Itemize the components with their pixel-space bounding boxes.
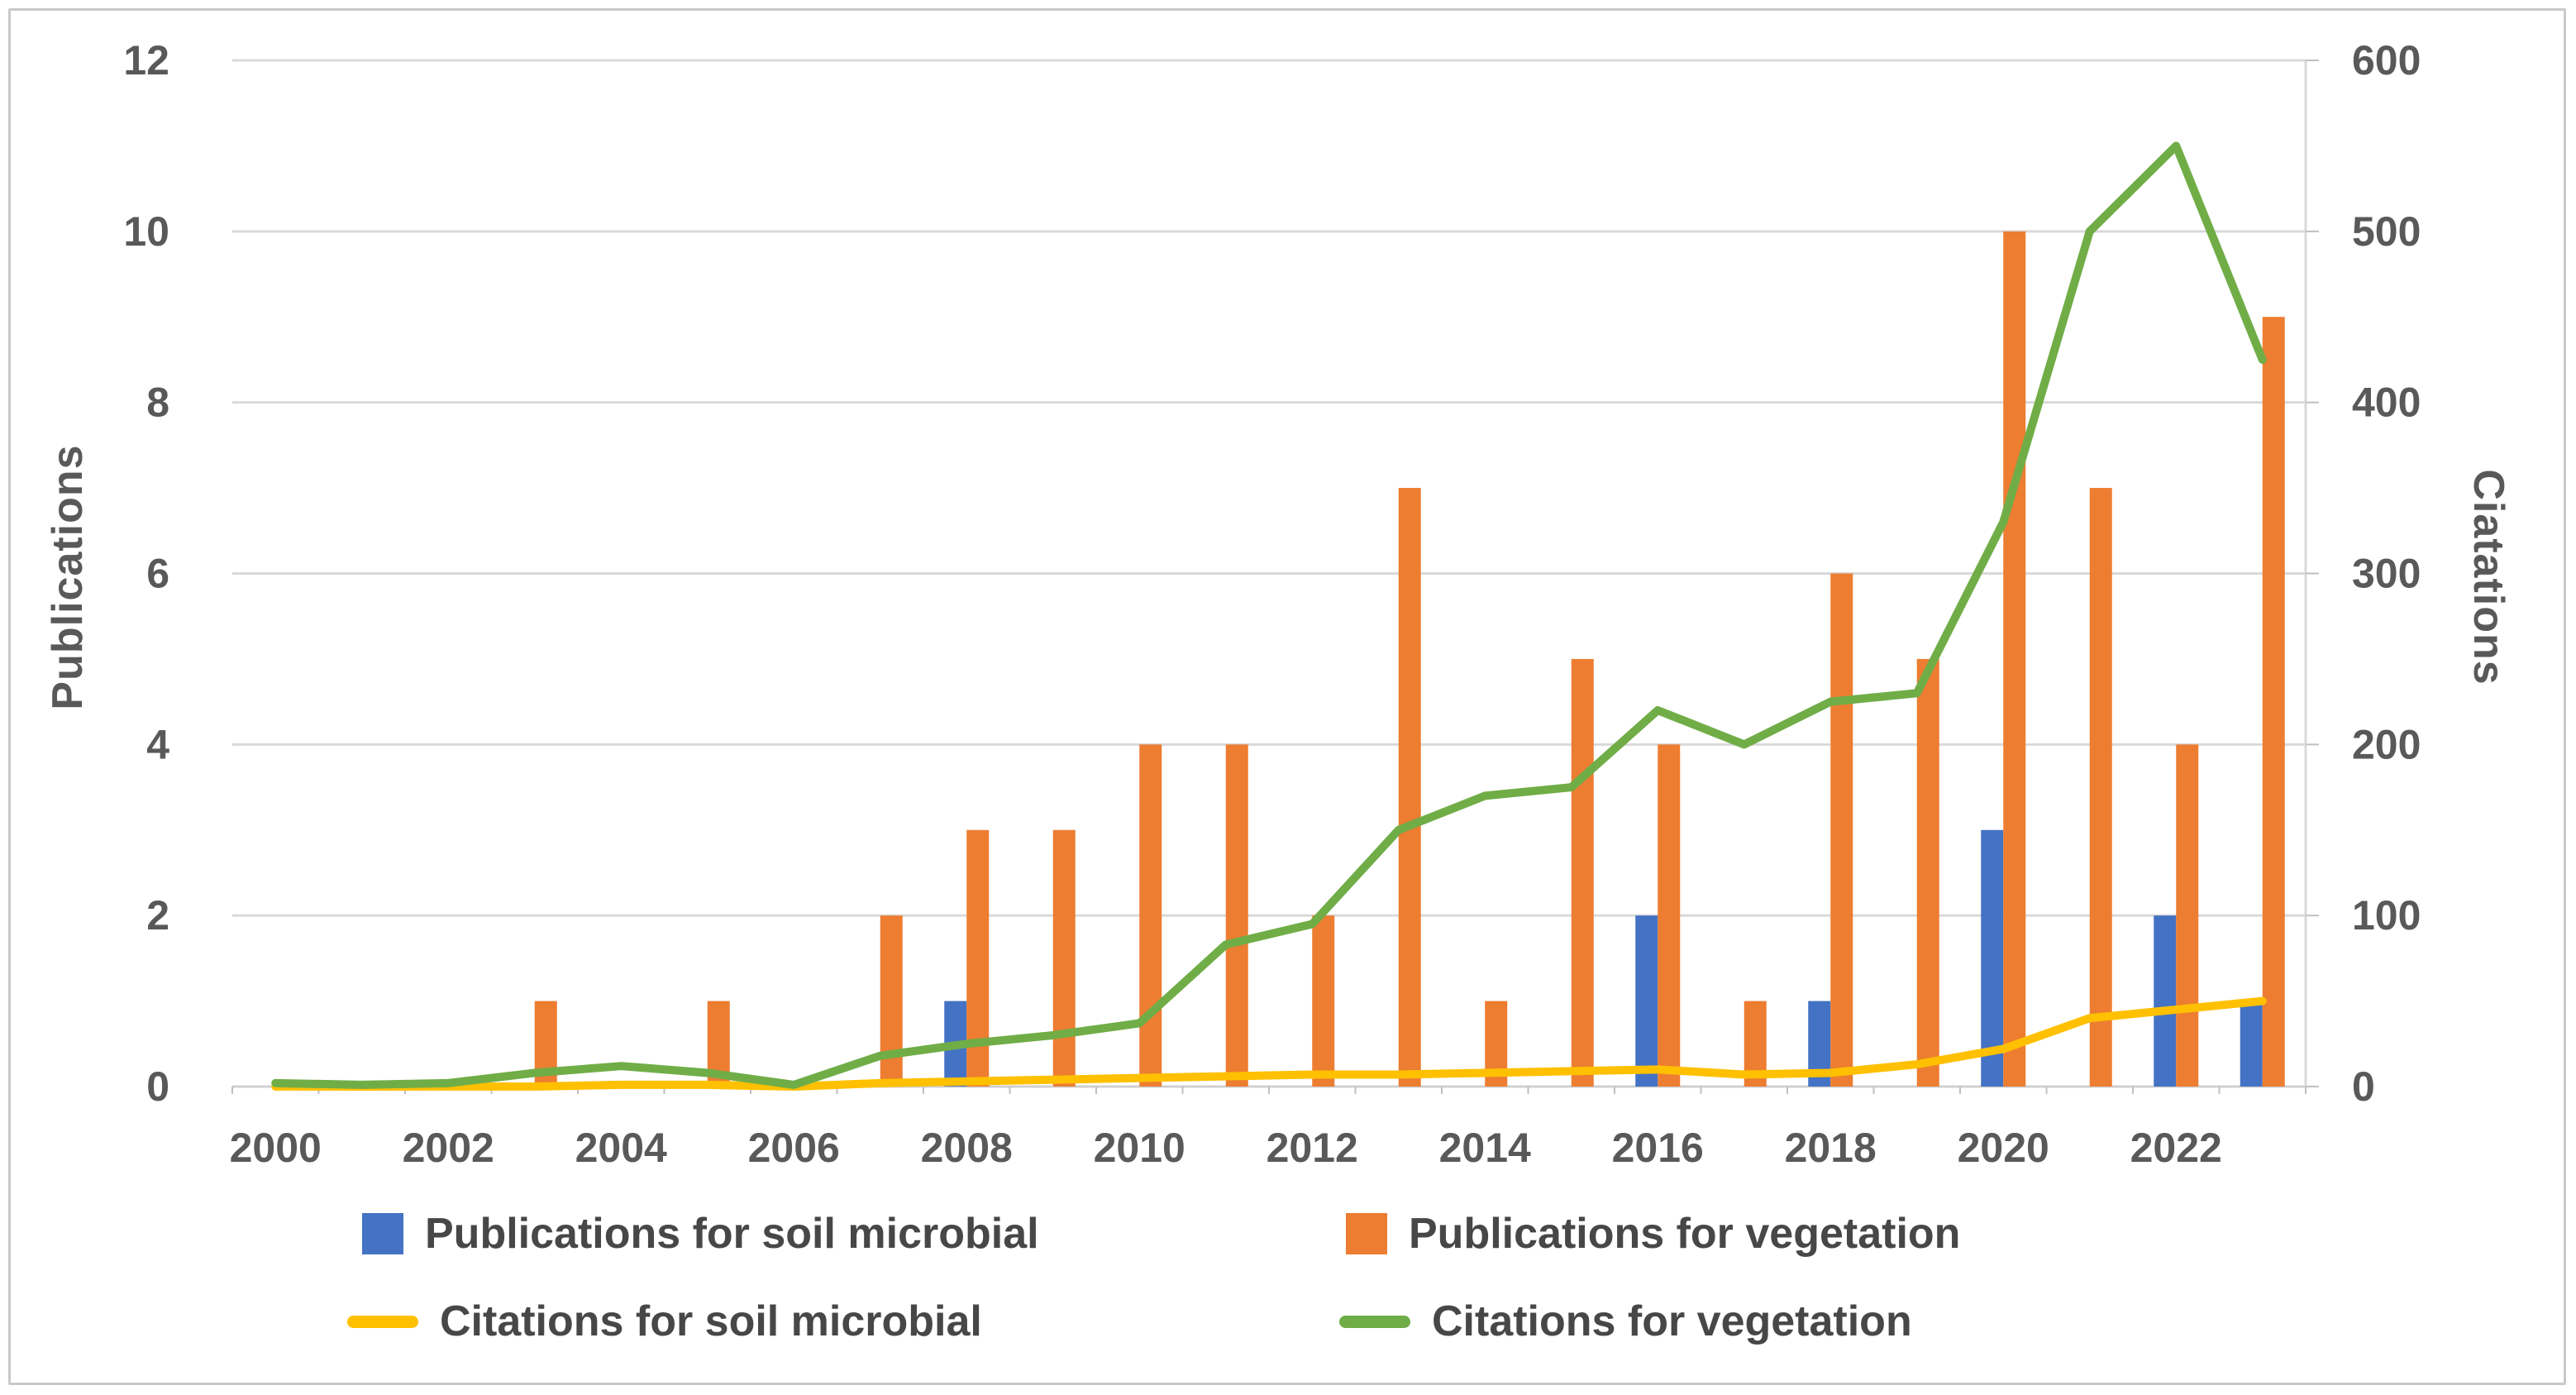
left-axis-tick-label: 12 xyxy=(123,37,169,84)
legend-label: Publications for vegetation xyxy=(1409,1210,1961,1258)
bar-publications-for-vegetation-2011 xyxy=(1225,744,1248,1087)
left-axis-tick-label: 8 xyxy=(146,380,169,426)
x-axis-tick-label: 2020 xyxy=(1958,1125,2049,1171)
left-axis-tick-label: 10 xyxy=(123,208,169,255)
legend-swatch-orange-square xyxy=(1346,1213,1387,1254)
right-axis-tick-label: 0 xyxy=(2352,1063,2375,1110)
right-axis-tick-label: 300 xyxy=(2352,551,2421,597)
x-axis-tick-label: 2002 xyxy=(403,1125,494,1171)
x-axis-tick-label: 2008 xyxy=(921,1125,1013,1171)
x-axis-tick-label: 2004 xyxy=(575,1125,667,1171)
bar-publications-for-vegetation-2016 xyxy=(1658,744,1681,1087)
bar-publications-for-soil-microbial-2022 xyxy=(2154,915,2177,1087)
legend-item-citations-vegetation: Citations for vegetation xyxy=(1339,1297,1912,1346)
right-axis-tick-label: 400 xyxy=(2352,380,2421,426)
bar-publications-for-vegetation-2009 xyxy=(1052,829,1076,1087)
x-axis-tick-label: 2016 xyxy=(1612,1125,1704,1171)
legend-item-publications-soil: Publications for soil microbial xyxy=(362,1209,1039,1259)
bar-publications-for-vegetation-2013 xyxy=(1398,488,1421,1087)
left-axis-tick-label: 6 xyxy=(146,551,169,597)
bar-publications-for-vegetation-2021 xyxy=(2089,488,2112,1087)
bar-publications-for-soil-microbial-2023 xyxy=(2240,1001,2263,1087)
bar-publications-for-vegetation-2019 xyxy=(1916,658,1939,1087)
left-axis-title: Publications xyxy=(44,444,92,710)
legend-swatch-blue-square xyxy=(362,1213,403,1254)
legend-item-citations-soil: Citations for soil microbial xyxy=(347,1297,982,1346)
line-citations-for-soil-microbial xyxy=(271,996,2267,1091)
bar-publications-for-vegetation-2010 xyxy=(1139,744,1162,1087)
right-axis-tick-label: 200 xyxy=(2352,721,2421,767)
x-axis-tick-label: 2010 xyxy=(1094,1125,1185,1171)
bar-publications-for-soil-microbial-2016 xyxy=(1635,915,1658,1087)
bar-publications-for-vegetation-2012 xyxy=(1312,915,1335,1087)
x-axis-tick-label: 2022 xyxy=(2130,1125,2222,1171)
right-axis-tick-label: 100 xyxy=(2352,892,2421,939)
right-axis-tick-label: 500 xyxy=(2352,208,2421,255)
chart-border xyxy=(8,8,2566,1385)
x-axis-tick-label: 2006 xyxy=(748,1125,840,1171)
bar-publications-for-vegetation-2023 xyxy=(2262,317,2285,1087)
bar-publications-for-vegetation-2022 xyxy=(2176,744,2199,1087)
x-axis-tick-label: 2014 xyxy=(1439,1125,1531,1171)
x-axis-tick-label: 2018 xyxy=(1785,1125,1877,1171)
legend-item-publications-vegetation: Publications for vegetation xyxy=(1346,1209,1960,1259)
left-axis-tick-label: 2 xyxy=(146,892,169,939)
right-axis-tick-label: 600 xyxy=(2352,37,2421,84)
legend-label: Citations for vegetation xyxy=(1432,1297,1912,1345)
left-axis-tick-label: 4 xyxy=(146,721,169,767)
bar-publications-for-vegetation-2015 xyxy=(1571,658,1594,1087)
legend-swatch-green-line xyxy=(1339,1315,1410,1328)
line-citations-for-vegetation xyxy=(271,141,2267,1089)
legend-label: Publications for soil microbial xyxy=(425,1210,1039,1258)
x-axis-tick-label: 2000 xyxy=(230,1125,322,1171)
bar-publications-for-vegetation-2020 xyxy=(2003,231,2026,1087)
bar-publications-for-vegetation-2007 xyxy=(880,915,903,1087)
left-axis-tick-label: 0 xyxy=(146,1063,169,1110)
x-axis-tick-label: 2012 xyxy=(1267,1125,1358,1171)
legend-label: Citations for soil microbial xyxy=(440,1297,982,1345)
right-axis-title: Ciatations xyxy=(2464,469,2512,686)
bar-publications-for-vegetation-2008 xyxy=(966,829,990,1087)
bar-publications-for-vegetation-2018 xyxy=(1830,573,1853,1087)
legend-swatch-yellow-line xyxy=(347,1315,418,1328)
bar-publications-for-soil-microbial-2020 xyxy=(1981,829,2004,1087)
